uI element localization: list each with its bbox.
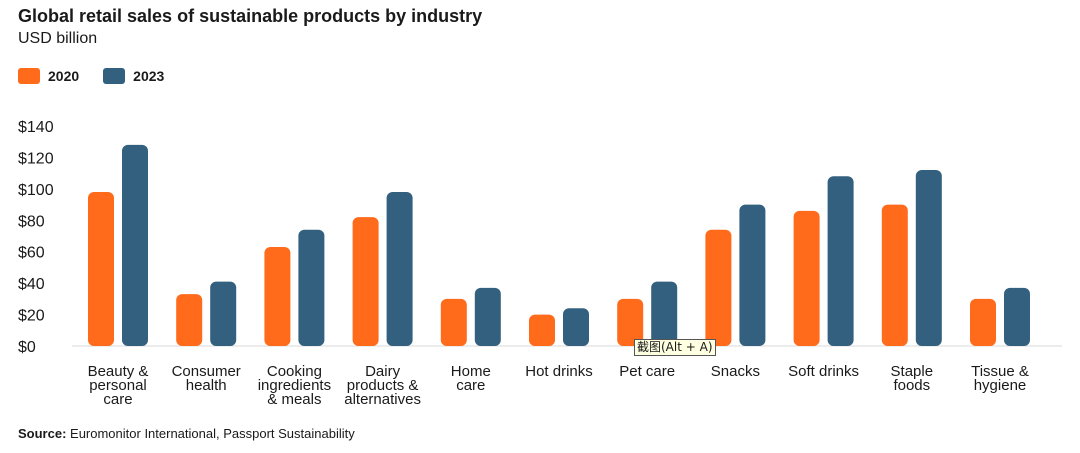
bar-2023 bbox=[1004, 287, 1030, 346]
bar-2020 bbox=[440, 298, 467, 346]
category-label: Home bbox=[451, 363, 491, 380]
category-label: alternatives bbox=[344, 391, 421, 408]
source-text: Euromonitor International, Passport Sust… bbox=[66, 426, 355, 441]
screenshot-tooltip: 截图(Alt + A) bbox=[634, 339, 716, 356]
category-label: Beauty & bbox=[88, 363, 149, 380]
legend-item-2023: 2023 bbox=[103, 68, 164, 84]
chart-subtitle: USD billion bbox=[18, 30, 98, 47]
bar-2020 bbox=[793, 210, 820, 346]
legend-swatch-2023 bbox=[103, 68, 126, 84]
bar-2020 bbox=[529, 314, 555, 346]
category-label: Soft drinks bbox=[788, 363, 859, 380]
legend-label-2020: 2020 bbox=[48, 68, 80, 84]
bar-2023 bbox=[474, 287, 501, 346]
legend-swatch-2020 bbox=[18, 68, 40, 84]
category-label: & meals bbox=[267, 391, 321, 408]
bar-2020 bbox=[881, 204, 908, 346]
category-label: care bbox=[456, 377, 485, 394]
bar-2023 bbox=[827, 176, 854, 346]
source-note: Source: Euromonitor International, Passp… bbox=[18, 426, 355, 441]
category-label: Consumer bbox=[172, 363, 241, 380]
source-label: Source: bbox=[18, 426, 67, 441]
y-tick-label: $60 bbox=[18, 245, 45, 262]
legend-item-2020: 2020 bbox=[18, 68, 79, 84]
category-label: Pet care bbox=[619, 363, 675, 380]
y-tick-label: $120 bbox=[18, 150, 54, 167]
category-label: Tissue & bbox=[971, 363, 1029, 380]
category-label: Staple bbox=[891, 363, 934, 380]
bar-2023 bbox=[298, 229, 325, 346]
bar-2023 bbox=[739, 204, 766, 346]
bar-2023 bbox=[915, 170, 942, 346]
category-label: ingredients bbox=[258, 377, 331, 394]
y-tick-label: $0 bbox=[18, 339, 36, 356]
y-tick-label: $40 bbox=[18, 276, 45, 293]
bar-2023 bbox=[122, 144, 148, 346]
category-label: foods bbox=[893, 377, 930, 394]
category-label: Snacks bbox=[711, 363, 760, 380]
category-label: health bbox=[186, 377, 227, 394]
y-tick-label: $100 bbox=[18, 182, 54, 199]
legend-label-2023: 2023 bbox=[133, 68, 165, 84]
category-label: Cooking bbox=[267, 363, 322, 380]
bar-2020 bbox=[88, 192, 114, 346]
bar-2020 bbox=[970, 298, 996, 346]
bar-2023 bbox=[651, 281, 678, 346]
bar-2020 bbox=[705, 229, 732, 346]
category-label: products & bbox=[347, 377, 419, 394]
category-label: Hot drinks bbox=[525, 363, 593, 380]
bar-2020 bbox=[176, 294, 203, 346]
y-tick-label: $80 bbox=[18, 213, 45, 230]
y-tick-label: $140 bbox=[18, 119, 54, 136]
bar-2023 bbox=[210, 281, 237, 346]
bar-2020 bbox=[264, 247, 291, 346]
bar-2023 bbox=[563, 308, 589, 346]
bar-2020 bbox=[617, 298, 644, 346]
category-label: Dairy bbox=[365, 363, 401, 380]
category-label: personal bbox=[89, 377, 147, 394]
category-label: care bbox=[103, 391, 132, 408]
bar-2020 bbox=[352, 217, 379, 346]
y-tick-label: $20 bbox=[18, 308, 45, 325]
chart-title: Global retail sales of sustainable produ… bbox=[18, 6, 483, 26]
bar-2023 bbox=[386, 192, 413, 346]
legend: 2020 2023 bbox=[18, 68, 188, 84]
category-label: hygiene bbox=[974, 377, 1027, 394]
